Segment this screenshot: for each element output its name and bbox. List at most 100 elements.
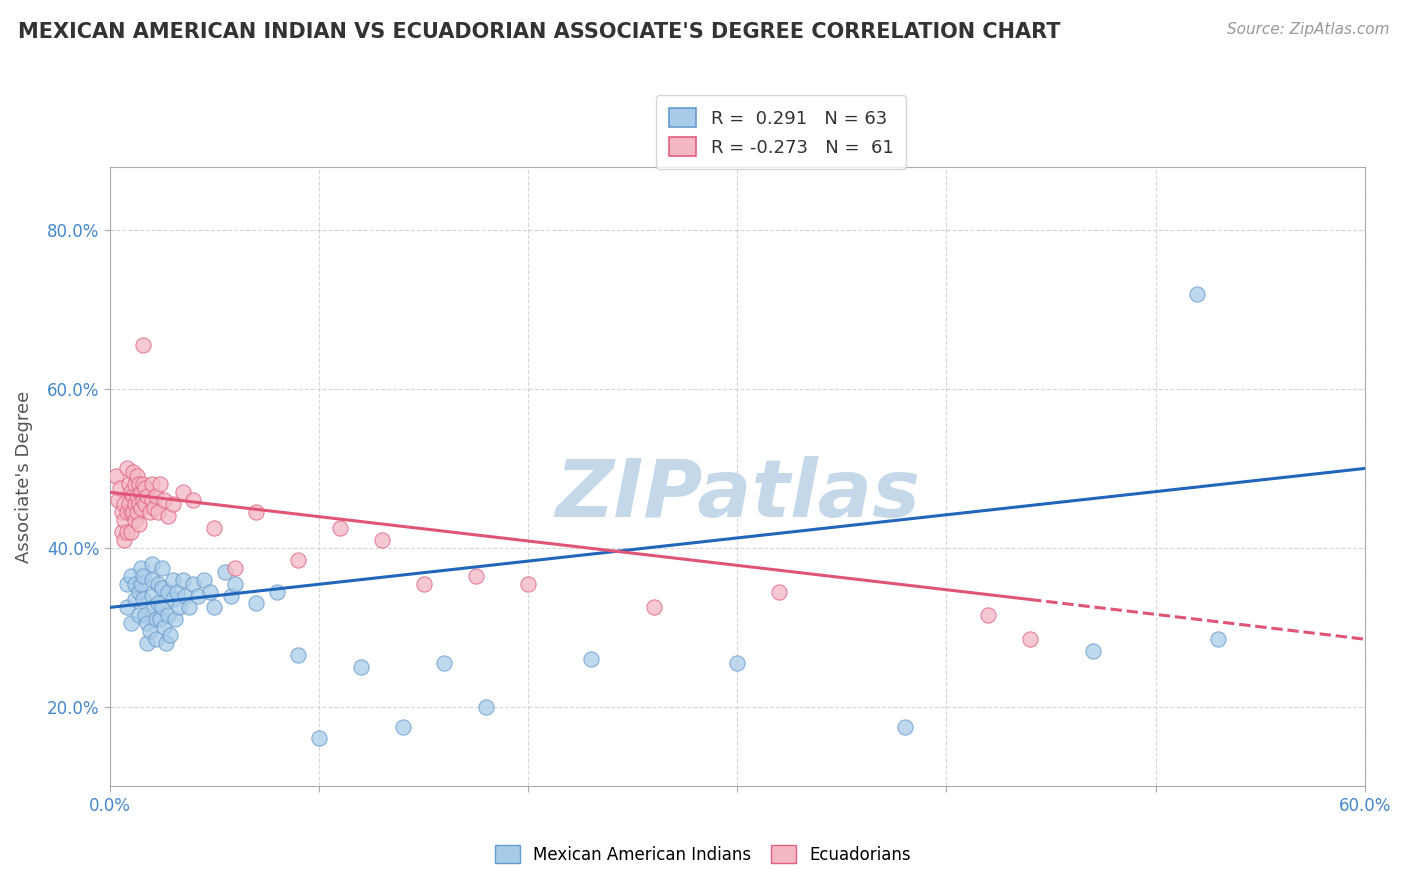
Point xyxy=(145,632,167,647)
Text: ZIPatlas: ZIPatlas xyxy=(555,456,920,534)
Legend: Mexican American Indians, Ecuadorians: Mexican American Indians, Ecuadorians xyxy=(488,838,918,871)
Point xyxy=(977,608,1000,623)
Point xyxy=(107,493,129,508)
Point xyxy=(115,524,138,539)
Point xyxy=(114,533,136,547)
Point xyxy=(464,568,486,582)
Point xyxy=(167,600,190,615)
Point xyxy=(1081,644,1104,658)
Point xyxy=(245,597,267,611)
Point xyxy=(308,731,330,746)
Point xyxy=(579,652,602,666)
Point xyxy=(134,481,156,495)
Point xyxy=(266,584,288,599)
Point xyxy=(391,720,413,734)
Point xyxy=(202,521,225,535)
Point xyxy=(114,497,136,511)
Point xyxy=(145,489,167,503)
Point xyxy=(214,565,236,579)
Point xyxy=(150,581,173,595)
Point xyxy=(893,720,915,734)
Point xyxy=(202,600,225,615)
Point xyxy=(224,560,246,574)
Point xyxy=(105,469,128,483)
Point xyxy=(287,553,309,567)
Point xyxy=(124,497,146,511)
Point xyxy=(136,489,159,503)
Point xyxy=(132,338,155,352)
Point xyxy=(179,600,201,615)
Point xyxy=(115,461,138,475)
Point xyxy=(132,568,155,582)
Point xyxy=(475,699,498,714)
Point xyxy=(150,560,173,574)
Point xyxy=(136,636,159,650)
Point xyxy=(155,636,177,650)
Text: MEXICAN AMERICAN INDIAN VS ECUADORIAN ASSOCIATE'S DEGREE CORRELATION CHART: MEXICAN AMERICAN INDIAN VS ECUADORIAN AS… xyxy=(18,22,1060,42)
Point xyxy=(287,648,309,662)
Point xyxy=(153,493,176,508)
Point xyxy=(768,584,790,599)
Point xyxy=(412,576,434,591)
Point xyxy=(121,505,143,519)
Point xyxy=(162,573,184,587)
Point xyxy=(517,576,540,591)
Point xyxy=(121,466,143,480)
Point xyxy=(145,612,167,626)
Point xyxy=(124,576,146,591)
Point xyxy=(128,608,150,623)
Point xyxy=(200,584,222,599)
Point xyxy=(115,600,138,615)
Point xyxy=(166,584,188,599)
Point xyxy=(115,576,138,591)
Point xyxy=(183,576,205,591)
Point xyxy=(132,592,155,607)
Point xyxy=(134,608,156,623)
Point xyxy=(1187,286,1209,301)
Point xyxy=(111,505,134,519)
Point xyxy=(141,477,163,491)
Point xyxy=(174,589,197,603)
Y-axis label: Associate's Degree: Associate's Degree xyxy=(15,391,32,563)
Point xyxy=(224,576,246,591)
Point xyxy=(138,624,160,639)
Point xyxy=(132,477,155,491)
Point xyxy=(350,660,373,674)
Point xyxy=(157,584,180,599)
Point xyxy=(117,477,139,491)
Point xyxy=(329,521,352,535)
Point xyxy=(146,576,169,591)
Point xyxy=(141,573,163,587)
Point xyxy=(163,612,186,626)
Point xyxy=(138,505,160,519)
Point xyxy=(162,592,184,607)
Point xyxy=(433,656,456,670)
Point xyxy=(370,533,392,547)
Point xyxy=(153,620,176,634)
Point xyxy=(725,656,748,670)
Point xyxy=(124,477,146,491)
Point xyxy=(117,497,139,511)
Point xyxy=(128,516,150,531)
Point xyxy=(142,600,165,615)
Legend: R =  0.291   N = 63, R = -0.273   N =  61: R = 0.291 N = 63, R = -0.273 N = 61 xyxy=(657,95,905,169)
Point xyxy=(125,489,148,503)
Point xyxy=(162,497,184,511)
Point xyxy=(157,608,180,623)
Point xyxy=(120,524,142,539)
Text: Source: ZipAtlas.com: Source: ZipAtlas.com xyxy=(1226,22,1389,37)
Point xyxy=(128,497,150,511)
Point xyxy=(124,513,146,527)
Point xyxy=(187,589,209,603)
Point xyxy=(121,489,143,503)
Point xyxy=(128,477,150,491)
Point xyxy=(110,481,132,495)
Point xyxy=(150,600,173,615)
Point xyxy=(124,592,146,607)
Point xyxy=(146,505,169,519)
Point xyxy=(141,493,163,508)
Point xyxy=(193,573,215,587)
Point xyxy=(1208,632,1230,647)
Point xyxy=(245,505,267,519)
Point xyxy=(172,573,194,587)
